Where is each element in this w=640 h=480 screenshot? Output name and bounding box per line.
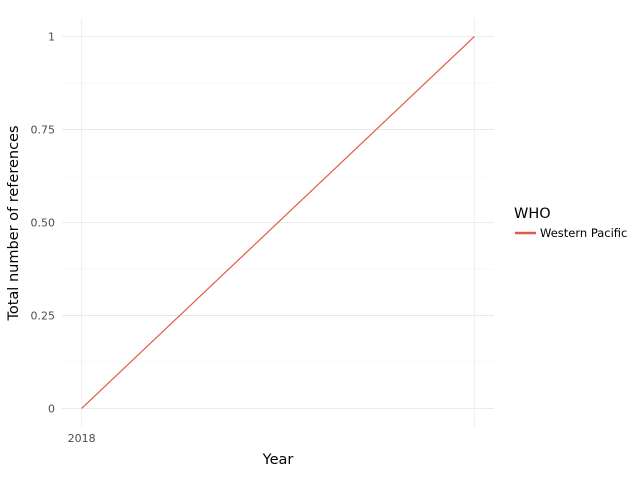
series-layer bbox=[81, 36, 475, 409]
y-axis-title: Total number of references bbox=[6, 125, 22, 321]
legend: WHO Western Pacific bbox=[514, 206, 627, 240]
grid bbox=[62, 18, 494, 427]
legend-title: WHO bbox=[514, 206, 551, 222]
legend-label-western-pacific: Western Pacific bbox=[540, 226, 627, 240]
y-axis-ticks: 0 0.25 0.50 0.75 1 bbox=[31, 31, 56, 416]
x-tick-label: 2018 bbox=[68, 432, 96, 445]
series-line-western-pacific bbox=[81, 36, 475, 409]
y-tick-label: 0.25 bbox=[31, 309, 56, 322]
y-tick-label: 1 bbox=[48, 31, 55, 44]
x-axis-ticks: 2018 bbox=[68, 432, 96, 445]
y-tick-label: 0.75 bbox=[31, 124, 56, 137]
y-tick-label: 0 bbox=[48, 402, 55, 415]
x-axis-title: Year bbox=[262, 452, 294, 468]
y-tick-label: 0.50 bbox=[31, 217, 56, 230]
